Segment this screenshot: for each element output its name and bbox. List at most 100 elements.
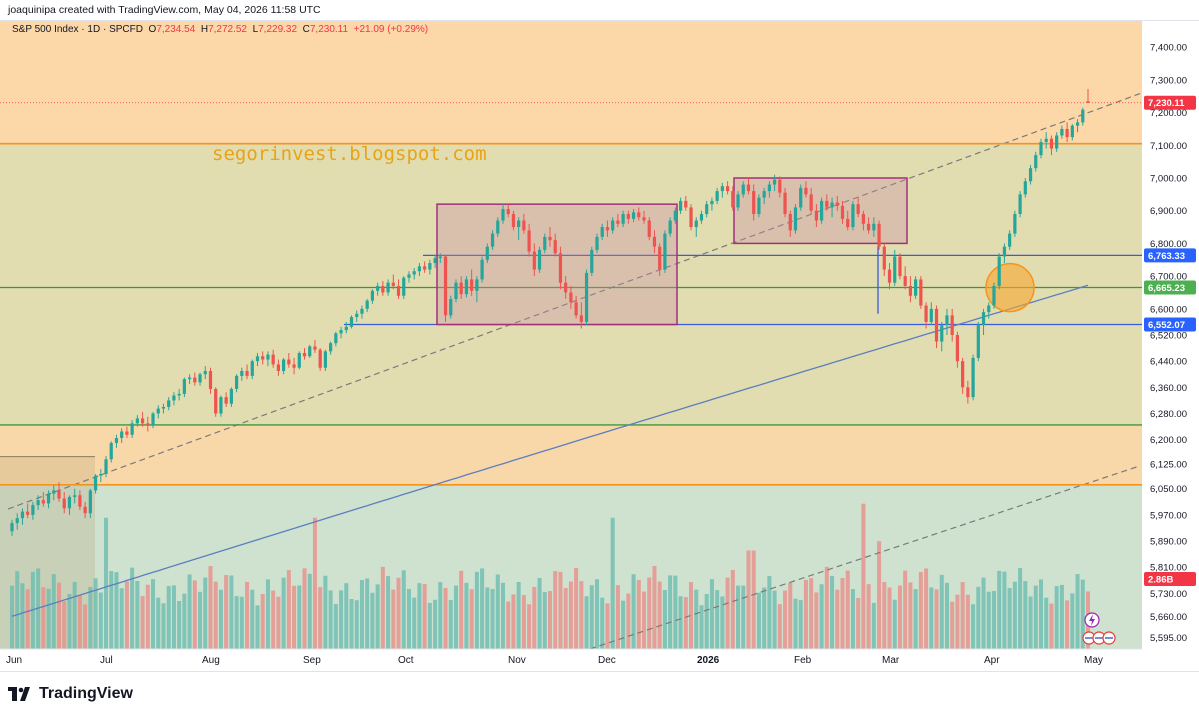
volume-bar	[406, 588, 411, 649]
candle-body	[511, 213, 516, 228]
y-tick-label: 6,520.00	[1150, 331, 1187, 342]
candle-body	[485, 246, 489, 260]
volume-bar	[594, 579, 600, 649]
volume-bar	[344, 583, 349, 649]
candle-body	[62, 498, 66, 509]
candle-body	[208, 370, 213, 389]
candle-body	[997, 256, 1001, 286]
candle-body	[83, 506, 87, 514]
volume-bar	[1070, 593, 1075, 649]
volume-bar	[448, 600, 453, 649]
candle-body	[501, 209, 505, 221]
volume-bar	[511, 594, 516, 649]
candle-body	[658, 246, 662, 270]
candle-body	[57, 490, 61, 499]
candle-body	[67, 496, 72, 509]
x-tick-label: Nov	[508, 655, 526, 666]
candle-body	[120, 431, 124, 439]
candle-body	[626, 213, 630, 219]
zone-orange	[0, 424, 1142, 485]
candle-body	[376, 285, 380, 291]
candle-body	[584, 272, 589, 322]
candle-body	[1075, 122, 1080, 126]
volume-bar	[104, 517, 109, 649]
volume-bar	[908, 582, 913, 649]
candle-body	[412, 271, 416, 275]
candle-body	[861, 213, 866, 224]
volume-bar	[699, 605, 704, 649]
candle-body	[804, 187, 808, 195]
volume-bar	[574, 567, 579, 649]
candle-body	[255, 356, 260, 362]
y-tick-label: 6,360.00	[1150, 383, 1187, 394]
x-tick-label: Oct	[398, 655, 414, 666]
volume-bar	[292, 585, 297, 649]
volume-bar	[819, 584, 824, 649]
candle-body	[652, 236, 657, 247]
volume-bar	[109, 571, 114, 649]
price-chart-svg[interactable]: 7,400.00 7,300.00 7,200.00 7,100.00 7,000.00…	[0, 21, 1199, 671]
x-tick-label: Feb	[794, 655, 812, 666]
price-label: 6,763.33	[1148, 251, 1185, 262]
volume-bar	[453, 585, 458, 649]
candle-body	[31, 505, 35, 515]
chart-area[interactable]: 7,400.00 7,300.00 7,200.00 7,100.00 7,000.00…	[0, 20, 1199, 672]
candle-body	[78, 495, 82, 507]
candle-body	[1055, 135, 1059, 149]
volume-bar	[255, 605, 260, 649]
volume-bar	[98, 592, 103, 649]
y-tick-label: 7,300.00	[1150, 75, 1187, 86]
volume-bar	[840, 578, 845, 649]
candle-body	[820, 200, 824, 221]
volume-bar	[991, 590, 996, 649]
candle-body	[527, 230, 531, 252]
candle-body	[678, 200, 683, 211]
x-tick-label: Apr	[984, 655, 1000, 666]
candle-body	[496, 220, 500, 234]
tradingview-logo[interactable]: TradingView	[8, 685, 133, 703]
candle-body	[417, 266, 422, 272]
candle-body	[187, 377, 192, 380]
candle-body	[1002, 246, 1007, 257]
candle-body	[104, 459, 108, 475]
candle-body	[887, 269, 892, 283]
volume-bar	[427, 602, 432, 649]
candle-body	[10, 523, 14, 532]
candle-body	[663, 233, 667, 270]
high-label: H	[200, 24, 209, 35]
volume-bar	[605, 603, 610, 649]
candle-body	[1060, 128, 1064, 136]
x-tick-label: Dec	[598, 655, 616, 666]
y-tick-label: 6,900.00	[1150, 206, 1187, 217]
volume-bar	[380, 566, 385, 649]
volume-bar	[25, 589, 30, 649]
candle-body	[396, 285, 401, 296]
candle-body	[1018, 194, 1022, 214]
volume-bar	[1033, 585, 1038, 649]
candle-body	[835, 202, 839, 206]
candle-body	[475, 279, 479, 291]
candle-body	[809, 194, 813, 211]
trendline-upper	[7, 93, 1141, 510]
price-label: 7,230.11	[1148, 98, 1185, 109]
candle-body	[1070, 125, 1074, 138]
volume-bar	[1065, 600, 1070, 649]
price-label: 2.86B	[1148, 575, 1173, 586]
change-value: +21.09 (+0.29%)	[353, 24, 429, 35]
candle-body	[788, 213, 792, 231]
volume-bar	[161, 603, 166, 649]
volume-bar	[788, 583, 793, 649]
candle-body	[1081, 109, 1085, 123]
candle-body	[151, 413, 155, 425]
candle-body	[762, 191, 766, 198]
volume-bar	[349, 599, 354, 649]
volume-bar	[396, 577, 401, 649]
volume-bar	[741, 585, 746, 649]
candle-body	[240, 370, 244, 376]
volume-bar	[166, 586, 171, 649]
volume-bar	[286, 570, 291, 649]
candle-body	[893, 256, 897, 283]
candle-body	[88, 490, 92, 514]
candle-body	[955, 335, 960, 362]
candle-body	[449, 299, 453, 316]
